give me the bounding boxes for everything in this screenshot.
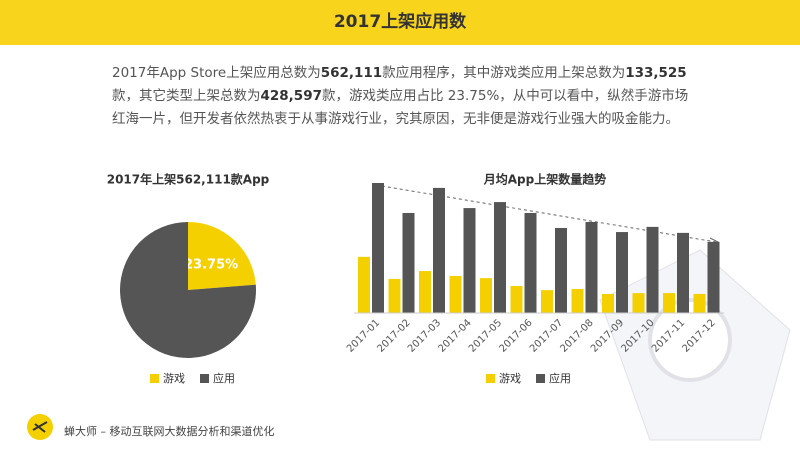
bar [677, 232, 689, 313]
bar [388, 278, 401, 313]
trend-arrow [375, 184, 717, 243]
bar [433, 187, 445, 313]
pie-slice [120, 222, 256, 358]
legend-swatch [200, 374, 209, 383]
text: 2017年App Store上架应用总数为 [112, 65, 321, 81]
header-title: 2017上架应用数 [0, 0, 800, 45]
bar [585, 221, 598, 313]
bar [663, 293, 675, 313]
bar [632, 293, 645, 313]
legend-swatch [150, 374, 159, 383]
bar [463, 208, 476, 313]
bar [571, 289, 584, 313]
legend-swatch [536, 374, 545, 383]
bar [524, 212, 537, 313]
bar [494, 202, 506, 313]
watermark-circle [648, 298, 732, 382]
text: 款，游戏类应用占比 23.75%，从中可以看中，纵然手游市场红海一片，但开发者依… [112, 88, 689, 127]
logo-mark [32, 421, 48, 433]
bar [555, 227, 567, 313]
chart-title: 月均App上架数量趋势 [483, 172, 606, 187]
text: 款，其它类型上架总数为 [112, 88, 261, 104]
bar [402, 212, 415, 313]
number: 133,525 [625, 65, 687, 81]
bar [480, 278, 492, 313]
legend-label: 应用 [549, 371, 571, 385]
paragraph: 2017年App Store上架应用总数为562,111款应用程序，其中游戏类应… [112, 62, 692, 131]
data-label: 23.75% [184, 258, 238, 273]
pie-slice [188, 222, 256, 290]
text: 款应用程序，其中游戏类应用上架总数为 [382, 65, 626, 81]
bar [449, 275, 462, 313]
bar [541, 290, 553, 313]
bar [372, 183, 384, 313]
bar [616, 232, 628, 313]
bar [602, 293, 614, 313]
legend-label: 游戏 [499, 372, 521, 385]
legend-label: 应用 [213, 371, 235, 385]
legend-label: 游戏 [163, 372, 185, 385]
bar [358, 256, 370, 313]
bar [693, 293, 706, 313]
bar [419, 271, 431, 313]
bar [707, 241, 720, 313]
chart-title: 2017年上架562,111款App [107, 172, 270, 187]
bar [510, 286, 523, 313]
number: 428,597 [260, 88, 323, 104]
footer: 蝉大师 – 移动互联网大数据分析和渠道优化 [64, 425, 275, 438]
number: 562,111 [320, 65, 383, 81]
legend-swatch [486, 374, 495, 383]
bar [646, 226, 659, 313]
